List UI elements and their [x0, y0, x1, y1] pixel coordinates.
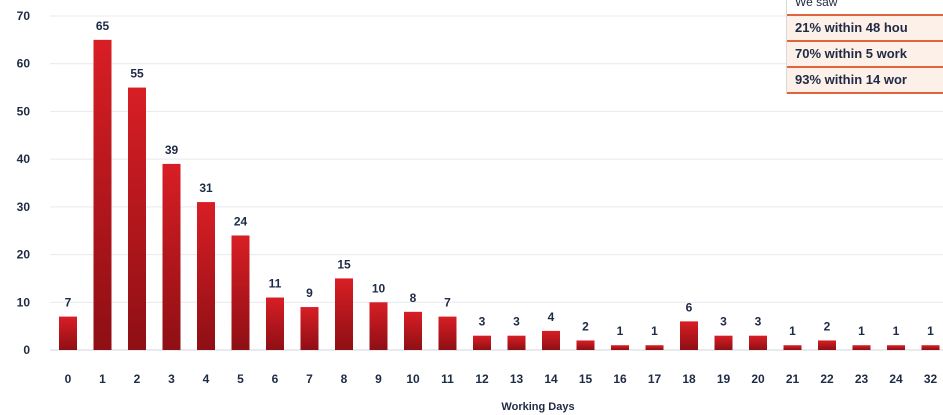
x-tick-label-1: 1: [99, 372, 106, 386]
y-tick-label: 40: [17, 152, 31, 166]
data-label-4: 31: [199, 181, 213, 195]
bar-14: [542, 330, 560, 350]
x-tick-label-15: 15: [579, 372, 593, 386]
x-tick-label-32: 32: [924, 372, 938, 386]
data-label-11: 7: [444, 296, 451, 310]
data-label-8: 15: [337, 257, 351, 271]
x-tick-label-0: 0: [65, 372, 72, 386]
bar-8: [335, 278, 353, 350]
data-label-15: 2: [582, 319, 589, 333]
bar-13: [507, 335, 526, 350]
bar-19: [714, 335, 733, 350]
bar-10: [404, 311, 422, 350]
data-label-10: 8: [410, 291, 417, 305]
bar-22: [818, 340, 836, 350]
x-tick-label-9: 9: [375, 372, 382, 386]
data-label-19: 3: [720, 315, 727, 329]
data-label-22: 2: [824, 319, 831, 333]
bar-9: [369, 302, 388, 350]
summary-row-14-days: 93% within 14 wor: [787, 68, 943, 94]
data-label-7: 9: [306, 286, 313, 300]
bar-2: [128, 87, 146, 351]
x-tick-label-16: 16: [613, 372, 627, 386]
data-label-6: 11: [269, 277, 282, 291]
bar-7: [300, 307, 319, 350]
bar-24: [887, 345, 905, 350]
y-tick-label: 50: [17, 104, 31, 118]
y-tick-label: 70: [17, 9, 31, 23]
bar-4: [197, 202, 215, 350]
data-label-24: 1: [893, 324, 900, 338]
bar-18: [680, 321, 698, 350]
x-tick-label-7: 7: [306, 372, 313, 386]
data-label-16: 1: [617, 324, 624, 338]
summary-box: We saw 21% within 48 hou 70% within 5 wo…: [786, 0, 943, 94]
data-label-32: 1: [927, 324, 934, 338]
bar-0: [59, 316, 77, 350]
data-label-2: 55: [130, 67, 144, 81]
x-tick-label-19: 19: [717, 372, 731, 386]
x-tick-label-4: 4: [203, 372, 210, 386]
x-tick-label-18: 18: [682, 372, 696, 386]
data-label-18: 6: [686, 300, 693, 314]
bar-15: [576, 340, 595, 350]
data-label-3: 39: [165, 143, 179, 157]
x-tick-label-20: 20: [751, 372, 765, 386]
bar-17: [645, 345, 664, 350]
x-tick-label-23: 23: [855, 372, 869, 386]
x-tick-label-11: 11: [441, 372, 454, 386]
x-tick-label-2: 2: [134, 372, 141, 386]
data-label-1: 65: [96, 19, 110, 33]
data-label-5: 24: [234, 214, 248, 228]
data-label-9: 10: [372, 281, 386, 295]
y-axis: 0 10 20 30 40 50 60 70: [17, 9, 31, 357]
x-tick-label-14: 14: [544, 372, 558, 386]
bar-32: [921, 345, 940, 350]
bar-1: [93, 39, 112, 350]
x-tick-label-22: 22: [820, 372, 834, 386]
x-tick-label-12: 12: [475, 372, 489, 386]
bar-11: [438, 316, 457, 350]
x-tick-label-10: 10: [406, 372, 420, 386]
y-tick-label: 10: [17, 295, 31, 309]
x-tick-label-17: 17: [648, 372, 662, 386]
x-tick-label-13: 13: [510, 372, 524, 386]
data-label-12: 3: [479, 315, 486, 329]
bar-16: [611, 345, 629, 350]
bar-12: [473, 335, 491, 350]
bar-6: [266, 297, 284, 350]
x-axis-title: Working Days: [501, 401, 574, 413]
x-tick-label-21: 21: [786, 372, 800, 386]
y-tick-label: 20: [17, 248, 31, 262]
data-label-20: 3: [755, 315, 762, 329]
data-label-14: 4: [548, 310, 555, 324]
data-label-17: 1: [651, 324, 658, 338]
bar-21: [783, 345, 802, 350]
bar-23: [852, 345, 871, 350]
bar-5: [231, 235, 250, 350]
bar-20: [749, 335, 767, 350]
x-tick-label-3: 3: [168, 372, 175, 386]
data-label-23: 1: [858, 324, 865, 338]
summary-row-48-hours: 21% within 48 hou: [787, 16, 943, 42]
data-label-0: 7: [65, 296, 72, 310]
y-tick-label: 60: [17, 57, 31, 71]
y-tick-label: 0: [23, 343, 30, 357]
summary-heading: We saw: [787, 0, 943, 16]
bars: [59, 39, 940, 351]
x-tick-label-24: 24: [889, 372, 903, 386]
x-tick-label-6: 6: [272, 372, 279, 386]
x-axis: 0 1 2 3 4 5 6 7 8 9 10 11 12 13 14 15 16 17 18 19 20 21 22 23 24…: [65, 372, 938, 386]
y-tick-label: 30: [17, 200, 31, 214]
x-tick-label-8: 8: [341, 372, 348, 386]
data-label-21: 1: [789, 324, 796, 338]
data-label-13: 3: [513, 315, 520, 329]
summary-row-5-days: 70% within 5 work: [787, 42, 943, 68]
x-tick-label-5: 5: [237, 372, 244, 386]
bar-3: [162, 163, 181, 350]
